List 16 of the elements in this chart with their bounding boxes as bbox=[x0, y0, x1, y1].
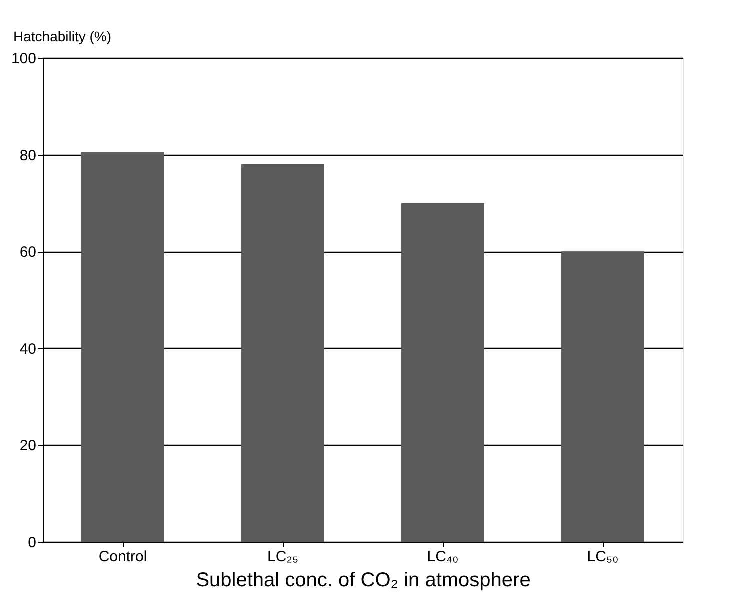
bar bbox=[82, 152, 164, 542]
y-axis-title: Hatchability (%) bbox=[14, 28, 112, 44]
x-tick-label: LC₂₅ bbox=[267, 548, 299, 566]
y-tick-label: 60 bbox=[20, 244, 36, 262]
bar bbox=[562, 252, 644, 542]
y-tick-label: 100 bbox=[11, 50, 36, 68]
x-tick-label: Control bbox=[98, 548, 148, 566]
y-tick-label: 80 bbox=[20, 147, 36, 164]
y-tick-label: 0 bbox=[28, 534, 36, 552]
bar bbox=[402, 203, 484, 542]
x-axis-title: Sublethal conc. of CO₂ in atmosphere bbox=[196, 570, 531, 592]
bar bbox=[242, 164, 324, 542]
x-tick-label: LC₅₀ bbox=[587, 548, 619, 566]
y-tick-label: 20 bbox=[20, 438, 36, 455]
y-tick-label: 40 bbox=[20, 340, 36, 358]
x-tick-label: LC₄₀ bbox=[427, 548, 459, 566]
